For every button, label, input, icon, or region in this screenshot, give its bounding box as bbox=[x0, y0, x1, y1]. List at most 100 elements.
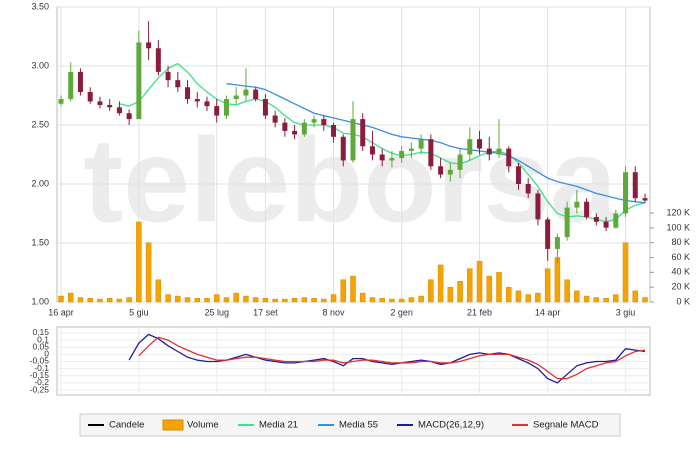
candle-body bbox=[292, 130, 298, 135]
volume-bar bbox=[447, 286, 454, 303]
candle-body bbox=[223, 99, 229, 116]
volume-bar bbox=[301, 297, 308, 303]
candle-body bbox=[233, 95, 239, 100]
y-tick-label: 2.00 bbox=[31, 178, 49, 188]
volume-bar bbox=[437, 264, 444, 303]
volume-bar bbox=[155, 279, 162, 303]
volume-bar bbox=[87, 298, 93, 303]
candle-body bbox=[369, 146, 375, 155]
volume-bar bbox=[525, 294, 531, 303]
volume-bar bbox=[505, 286, 512, 303]
volume-bar bbox=[165, 294, 171, 303]
candle-body bbox=[408, 148, 414, 151]
y-tick-label: 3.00 bbox=[31, 60, 49, 70]
y-tick-label: 1.50 bbox=[31, 237, 49, 247]
x-tick-label: 5 giu bbox=[129, 307, 149, 317]
candle-body bbox=[58, 99, 64, 104]
volume-bar bbox=[457, 280, 463, 303]
candle-body bbox=[185, 87, 191, 100]
volume-bar bbox=[243, 295, 249, 303]
candle-body bbox=[311, 119, 317, 123]
candle-body bbox=[603, 221, 609, 228]
volume-bar bbox=[58, 295, 64, 303]
candle-body bbox=[477, 139, 483, 149]
candle-body bbox=[574, 201, 580, 208]
candle-body bbox=[438, 166, 444, 175]
legend-label: Segnale MACD bbox=[533, 420, 599, 431]
volume-bar bbox=[398, 298, 405, 303]
candle-body bbox=[623, 172, 629, 214]
candle-body bbox=[253, 89, 259, 100]
candle-body bbox=[146, 42, 152, 49]
candle-body bbox=[447, 169, 453, 175]
y2-tick-label: 120 K bbox=[666, 207, 690, 217]
x-tick-label: 8 nov bbox=[323, 307, 346, 317]
candle-body bbox=[97, 101, 103, 105]
legend-label: MACD(26,12,9) bbox=[418, 420, 484, 431]
volume-bar bbox=[622, 242, 629, 303]
volume-bar bbox=[486, 275, 493, 303]
volume-bar bbox=[467, 268, 473, 303]
candle-body bbox=[418, 139, 424, 149]
x-tick-label: 21 feb bbox=[467, 307, 492, 317]
volume-bar bbox=[291, 298, 298, 303]
x-tick-label: 16 apr bbox=[48, 307, 74, 317]
volume-bar bbox=[116, 298, 123, 303]
volume-bar bbox=[535, 292, 541, 303]
volume-bar bbox=[175, 295, 181, 303]
volume-bar bbox=[272, 298, 278, 303]
candle-body bbox=[642, 198, 648, 201]
y-tick-label: -0,05 bbox=[30, 356, 50, 366]
volume-bar bbox=[106, 298, 113, 303]
volume-bar bbox=[213, 294, 220, 303]
candle-body bbox=[360, 119, 366, 147]
candle-body bbox=[515, 166, 521, 184]
volume-bar bbox=[613, 294, 619, 303]
candle-body bbox=[68, 71, 74, 100]
candle-body bbox=[116, 107, 122, 114]
volume-bar bbox=[554, 257, 561, 303]
candle-body bbox=[194, 99, 200, 102]
candle-body bbox=[457, 154, 463, 170]
x-tick-label: 2 gen bbox=[390, 307, 413, 317]
y-tick-label: 3.50 bbox=[31, 1, 49, 11]
candle-body bbox=[554, 237, 560, 249]
candle-body bbox=[136, 42, 142, 120]
candle-body bbox=[535, 193, 541, 220]
y2-tick-label: 80 K bbox=[671, 237, 690, 247]
candle-body bbox=[321, 119, 327, 125]
volume-bar bbox=[97, 298, 103, 303]
candle-body bbox=[243, 89, 249, 96]
volume-bar bbox=[223, 297, 230, 303]
candle-body bbox=[262, 99, 268, 116]
candle-body bbox=[350, 119, 356, 161]
candle-body bbox=[496, 148, 502, 155]
volume-bar bbox=[574, 290, 580, 303]
volume-bar bbox=[204, 298, 210, 303]
x-tick-label: 3 giu bbox=[616, 307, 636, 317]
candle-body bbox=[340, 136, 346, 161]
volume-bar bbox=[583, 295, 590, 303]
candle-body bbox=[632, 172, 638, 199]
candle-body bbox=[272, 115, 278, 123]
y2-tick-label: 0 K bbox=[676, 296, 690, 306]
legend-label: Volume bbox=[187, 420, 219, 431]
volume-bar bbox=[515, 290, 522, 303]
volume-bar bbox=[311, 298, 317, 303]
candle-body bbox=[214, 106, 220, 116]
volume-bar bbox=[262, 298, 269, 303]
candle-body bbox=[107, 104, 113, 108]
candle-body bbox=[506, 148, 512, 167]
volume-bar bbox=[321, 298, 327, 303]
volume-bar bbox=[282, 298, 288, 303]
candle-body bbox=[613, 213, 619, 228]
y-tick-label: -0,1 bbox=[34, 363, 49, 373]
y-tick-label: -0,15 bbox=[30, 370, 50, 380]
volume-bar bbox=[184, 297, 191, 303]
volume-bar bbox=[544, 268, 551, 303]
volume-bar bbox=[564, 279, 570, 303]
volume-bar bbox=[136, 221, 142, 303]
candle-body bbox=[564, 207, 570, 238]
candle-body bbox=[77, 71, 83, 92]
